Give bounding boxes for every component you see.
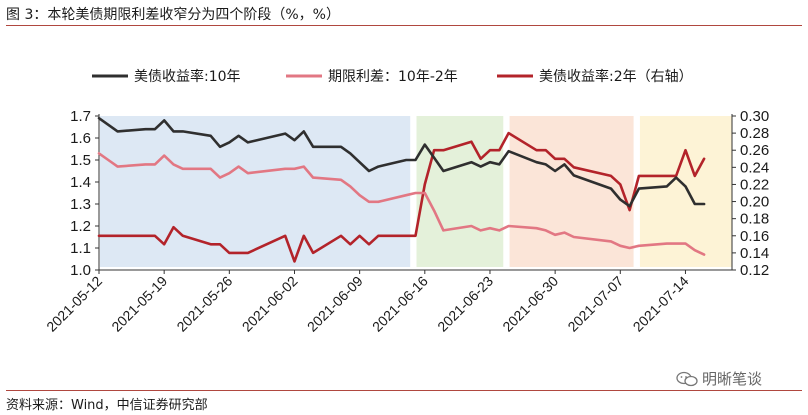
x-tick-label: 2021-06-09 xyxy=(304,273,366,335)
left-tick-label: 1.0 xyxy=(70,262,91,279)
right-tick-label: 0.14 xyxy=(740,245,769,262)
right-tick-label: 0.30 xyxy=(740,108,769,125)
x-tick-label: 2021-06-30 xyxy=(499,273,561,335)
x-tick-label: 2021-06-23 xyxy=(434,273,496,335)
source-note: 资料来源：Wind，中信证券研究部 xyxy=(6,398,208,413)
right-tick-label: 0.26 xyxy=(740,142,769,159)
right-tick-label: 0.20 xyxy=(740,194,769,211)
legend-label: 美债收益率:10年 xyxy=(134,68,241,85)
series-line-2 xyxy=(97,152,706,256)
left-tick-label: 1.7 xyxy=(70,108,91,125)
legend-label: 期限利差：10年-2年 xyxy=(328,69,458,85)
right-tick-label: 0.22 xyxy=(740,176,769,193)
chart-title: 图 3：本轮美债期限利差收窄分为四个阶段（%，%） xyxy=(6,7,340,23)
phase-band-4 xyxy=(639,116,732,267)
right-tick-label: 0.16 xyxy=(740,228,769,245)
source-divider xyxy=(6,390,802,391)
right-tick-label: 0.24 xyxy=(740,159,769,176)
x-tick-label: 2021-05-26 xyxy=(173,273,235,335)
left-tick-label: 1.4 xyxy=(70,174,91,191)
legend-label: 美债收益率:2年（右轴） xyxy=(539,68,693,85)
left-tick-label: 1.2 xyxy=(70,218,91,235)
left-tick-label: 1.5 xyxy=(70,152,91,169)
x-tick-label: 2021-07-14 xyxy=(630,273,692,335)
right-tick-label: 0.28 xyxy=(740,125,769,142)
right-tick-label: 0.12 xyxy=(740,262,769,279)
right-tick-label: 0.18 xyxy=(740,211,769,228)
x-tick-label: 2021-07-07 xyxy=(564,273,626,335)
x-tick-label: 2021-05-19 xyxy=(108,273,170,335)
left-tick-label: 1.6 xyxy=(70,130,91,147)
left-tick-label: 1.3 xyxy=(70,196,91,213)
phase-band-1 xyxy=(100,116,411,267)
watermark-text: 明晰笔谈 xyxy=(702,370,763,388)
x-tick-label: 2021-06-16 xyxy=(369,273,431,335)
series-line-1 xyxy=(97,116,706,208)
wechat-icon xyxy=(676,371,698,386)
phase-band-2 xyxy=(416,116,504,267)
x-tick-label: 2021-06-02 xyxy=(239,273,301,335)
series-line-3 xyxy=(97,131,706,263)
x-tick-label: 2021-05-12 xyxy=(43,273,105,335)
title-divider xyxy=(6,25,802,26)
left-tick-label: 1.1 xyxy=(70,240,91,257)
watermark: 明晰笔谈 xyxy=(676,368,762,389)
